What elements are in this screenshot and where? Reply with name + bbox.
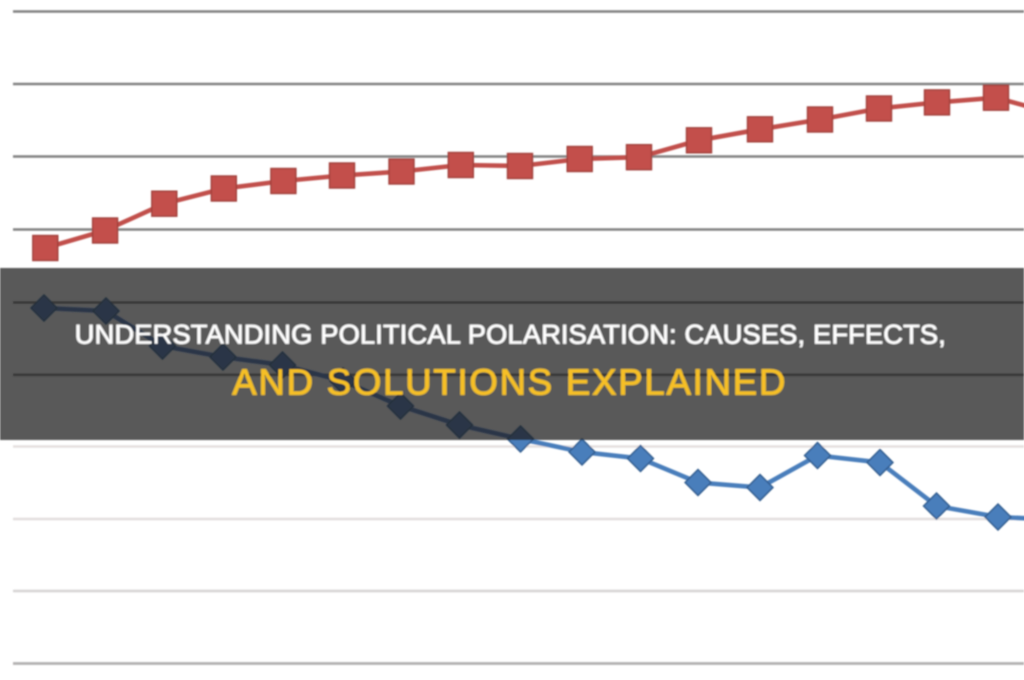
svg-text:AND SOLUTIONS EXPLAINED: AND SOLUTIONS EXPLAINED (232, 362, 785, 403)
svg-text:UNDERSTANDING POLITICAL POLARI: UNDERSTANDING POLITICAL POLARISATION: CA… (75, 319, 946, 350)
